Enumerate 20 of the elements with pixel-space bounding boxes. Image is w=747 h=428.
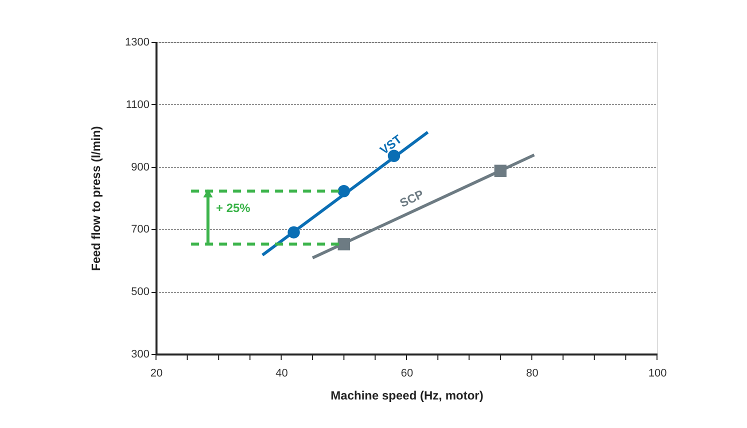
x-tick-label: 20 <box>150 368 163 380</box>
x-tick-label: 60 <box>400 368 414 380</box>
text: VST <box>377 132 405 158</box>
point <box>338 238 350 250</box>
point <box>288 226 300 238</box>
point <box>494 164 507 177</box>
y-tick-label: 500 <box>131 286 150 298</box>
y-axis-title: Feed flow to press (l/min) <box>89 126 104 271</box>
text: SCP <box>398 187 426 210</box>
x-axis-title: Machine speed (Hz, motor) <box>330 388 484 402</box>
x-tick-label: 100 <box>648 368 667 380</box>
y-tick-label: 1300 <box>125 36 150 48</box>
x-tick-label: 40 <box>276 368 288 380</box>
y-tick-label: 900 <box>131 161 150 174</box>
annotation: + 25% <box>216 201 251 216</box>
y-tick-label: 700 <box>131 224 150 236</box>
x-tick-label: 80 <box>526 368 538 380</box>
y-tick-label: 300 <box>131 348 150 360</box>
point <box>338 185 350 198</box>
y-tick-label: 1100 <box>126 98 150 111</box>
